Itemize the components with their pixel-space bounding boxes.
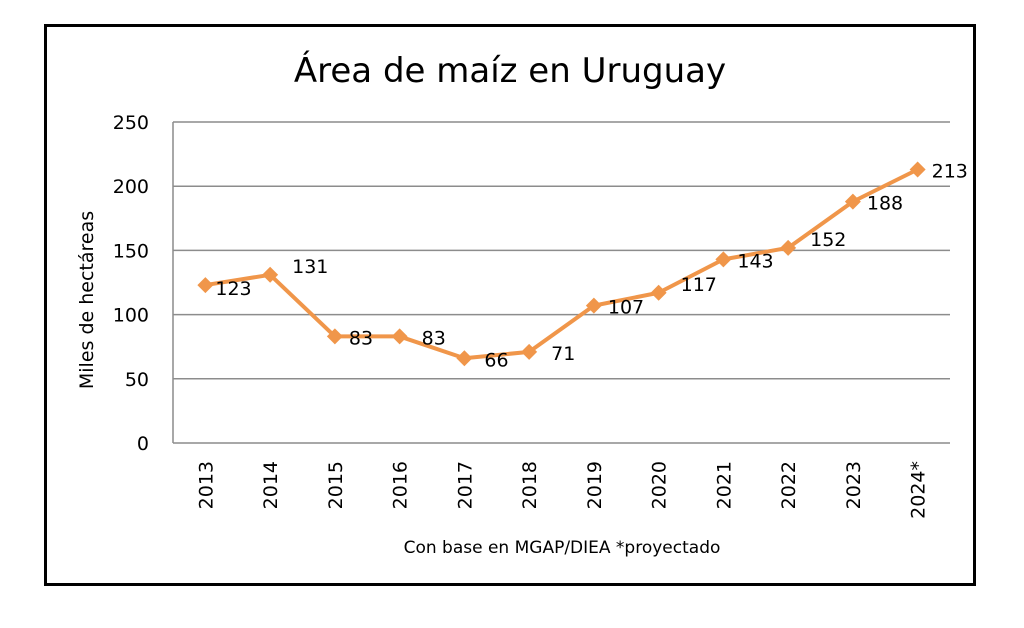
- data-point-marker: [909, 161, 926, 178]
- data-label: 123: [215, 278, 251, 300]
- y-tick-label: 0: [137, 433, 149, 455]
- data-label: 66: [484, 349, 508, 371]
- y-tick-label: 200: [113, 176, 149, 198]
- data-label: 83: [349, 327, 373, 349]
- data-label: 71: [551, 343, 575, 365]
- y-tick-label: 50: [125, 369, 149, 391]
- data-label: 188: [867, 193, 903, 215]
- data-point-marker: [585, 297, 602, 314]
- y-axis-label: Miles de hectáreas: [76, 211, 98, 389]
- data-point-marker: [391, 328, 408, 345]
- series-markers: [197, 161, 926, 367]
- y-tick-label: 100: [113, 305, 149, 327]
- y-tick-label: 250: [113, 112, 149, 134]
- chart-title: Área de maíz en Uruguay: [294, 50, 726, 91]
- data-labels: 123 131 83 83 66 71 107 117 143 152 188 213: [215, 161, 968, 372]
- data-point-marker: [197, 277, 214, 294]
- x-tick-label: 2017: [454, 461, 476, 509]
- x-tick-label: 2022: [778, 461, 800, 509]
- x-tick-label: 2020: [649, 461, 671, 509]
- gridlines: [172, 121, 950, 444]
- data-label: 131: [292, 256, 328, 278]
- x-tick-label: 2013: [195, 461, 217, 509]
- data-label: 213: [932, 161, 968, 183]
- data-point-marker: [521, 343, 538, 360]
- x-tick-label: 2016: [390, 461, 412, 509]
- x-tick-label: 2021: [713, 461, 735, 509]
- x-tick-label: 2019: [584, 461, 606, 509]
- x-axis-label: Con base en MGAP/DIEA *proyectado: [404, 538, 721, 558]
- x-tick-label: 2023: [843, 461, 865, 509]
- x-tick-label: 2014: [260, 461, 282, 509]
- x-tick-label: 2015: [325, 461, 347, 509]
- data-point-marker: [326, 328, 343, 345]
- chart-frame: [44, 24, 976, 586]
- x-tick-labels: 2013 2014 2015 2016 2017 2018 2019 2020 2021 2022…: [195, 461, 929, 519]
- data-point-marker: [780, 239, 797, 256]
- data-label: 107: [608, 297, 644, 319]
- data-point-marker: [650, 284, 667, 301]
- data-point-marker: [262, 266, 279, 283]
- series-line: [205, 167, 919, 361]
- data-label: 83: [422, 327, 446, 349]
- data-label: 143: [737, 250, 773, 272]
- series-line-path: [205, 167, 919, 361]
- y-tick-labels: 0 50 100 150 200 250: [113, 112, 149, 455]
- data-point-marker: [844, 193, 861, 210]
- y-tick-label: 150: [113, 240, 149, 262]
- data-label: 117: [681, 274, 717, 296]
- x-tick-label: 2018: [519, 461, 541, 509]
- x-tick-label: 2024*: [908, 461, 930, 519]
- data-point-marker: [456, 350, 473, 367]
- data-label: 152: [810, 229, 846, 251]
- data-point-marker: [715, 251, 732, 268]
